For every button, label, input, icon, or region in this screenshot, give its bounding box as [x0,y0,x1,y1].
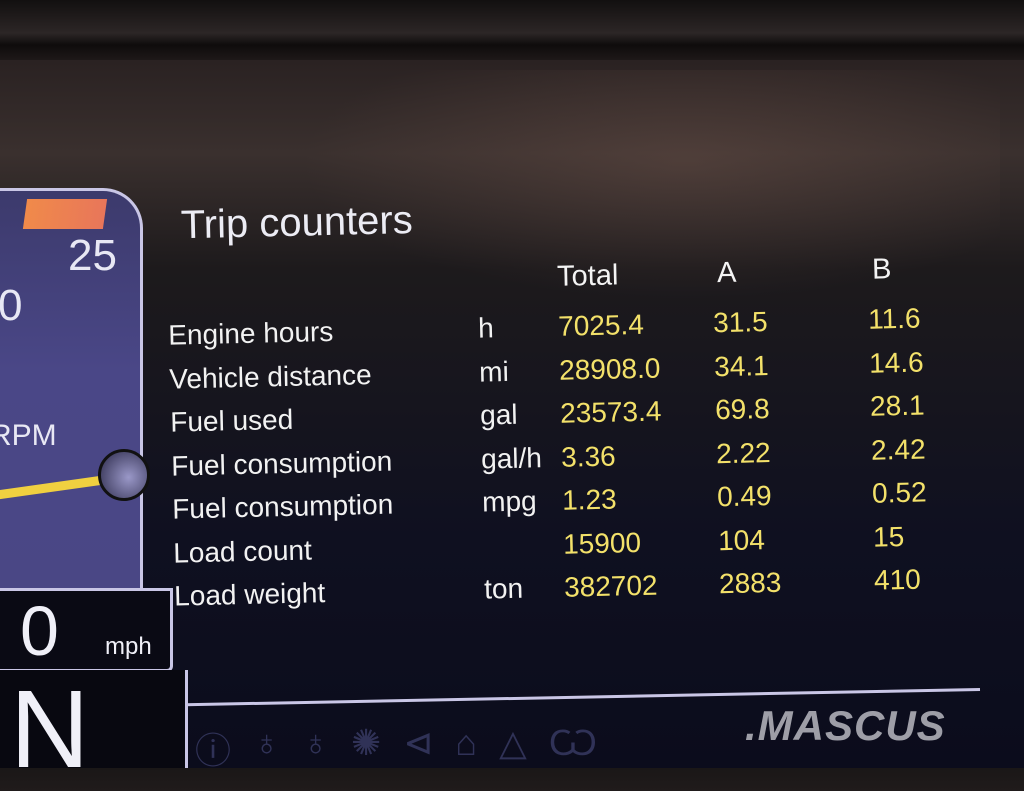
row-unit: ton [483,572,524,605]
row-label: Engine hours [167,315,334,351]
value-total: 3.36 [560,440,616,473]
column-header-b: B [871,253,892,286]
value-b: 410 [873,563,922,596]
bulb-icon: ♁ [302,722,330,763]
tick-label-0: 0 [0,281,23,330]
gear-value: N [10,668,90,791]
screen-glare [300,70,1000,300]
value-total: 23573.4 [559,395,662,429]
speed-readout: 0 mph [0,588,173,672]
display-bezel [0,0,1024,60]
rpm-label: RPM [0,419,57,452]
speed-unit: mph [105,633,152,660]
row-unit: gal/h [480,441,543,475]
row-label: Fuel consumption [170,445,393,482]
brake-warning-icon: ⓘ [195,730,232,771]
value-b: 0.52 [871,476,927,509]
page-title: Trip counters [180,198,414,248]
row-unit: mi [478,355,510,388]
row-label: Load count [172,533,313,569]
rpm-redzone [22,199,108,229]
row-unit: gal [479,398,518,431]
row-unit: mpg [481,485,537,518]
value-total: 15900 [562,526,642,560]
value-b: 2.42 [870,432,926,466]
value-a: 31.5 [712,306,768,339]
beam-icon: ⊲ [403,722,434,763]
bulb-icon: ♁ [253,722,281,763]
tachometer: 25 0 RPM [0,188,150,592]
value-b: 14.6 [868,345,924,379]
engine-icon: ⌂ [455,722,478,763]
value-b: 11.6 [867,302,921,335]
row-unit: h [477,312,495,344]
watermark-logo: .MASCUS [745,702,946,749]
row-label: Load weight [173,577,326,612]
value-total: 28908.0 [558,351,661,386]
value-total: 1.23 [561,483,617,516]
value-b: 28.1 [869,389,925,422]
warning-lamp-strip: ⓘ ♁ ♁ ✺ ⊲ ⌂ △ Ѡ [195,722,597,774]
row-label: Fuel consumption [171,488,394,525]
value-b: 15 [872,520,905,553]
trip-counters-panel: Trip counters Total A B Engine hours h 702… [150,171,992,710]
tire-pressure-icon: Ѡ [548,722,597,763]
column-header-total: Total [556,259,619,293]
warning-triangle-icon: △ [499,722,527,763]
value-a: 2883 [718,566,782,600]
value-a: 104 [717,523,766,556]
value-total: 7025.4 [557,308,645,342]
value-a: 2.22 [715,436,771,469]
value-a: 69.8 [714,393,770,426]
row-label: Fuel used [169,403,294,438]
value-a: 34.1 [713,349,769,382]
value-a: 0.49 [716,479,772,513]
row-label: Vehicle distance [168,358,372,395]
speed-value: 0 [20,592,59,670]
tachometer-needle [0,476,101,502]
glow-plug-icon: ✺ [351,722,382,763]
gear-indicator: N [0,670,188,785]
value-total: 382702 [563,569,658,603]
needle-hub [98,449,150,501]
column-header-a: A [716,256,737,290]
tick-label-25: 25 [68,231,117,280]
